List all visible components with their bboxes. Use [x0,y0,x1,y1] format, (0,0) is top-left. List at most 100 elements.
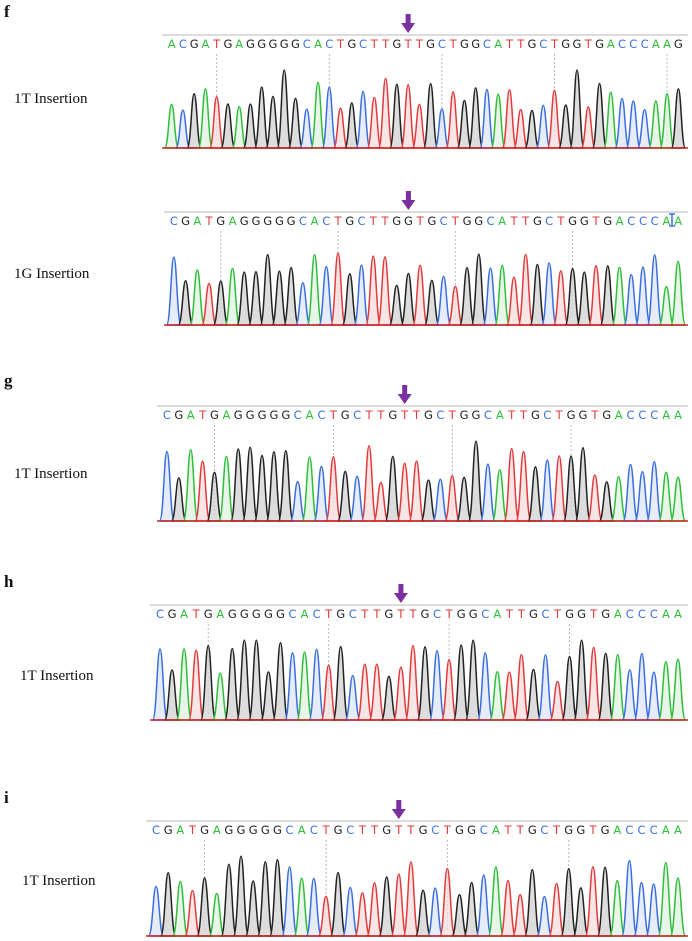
sequence-base: T [443,823,452,837]
sequence-base: G [595,37,604,51]
trace-peak [321,86,338,149]
trace-peak [170,477,187,522]
sequence-base: A [492,823,500,837]
sequence-base: A [314,37,322,51]
trace-peak [182,449,199,522]
sequence-base: G [601,607,610,621]
trace-peak [614,97,630,149]
trace-peak [489,670,506,721]
trace-peak [658,285,675,326]
insertion-arrow-shaft [396,800,402,810]
sequence-base: G [168,607,177,621]
sequence-base: G [528,37,537,51]
trace-peak [400,83,416,149]
trace-peak [503,447,520,522]
trace-peak [402,861,420,937]
trace-peak [341,886,359,937]
trace-peak [591,82,608,149]
trace-peak [384,455,401,522]
sequence-base: G [602,408,611,422]
panel-letter-f: f [4,2,10,21]
sequence-base: C [650,823,658,837]
trace-peak [546,89,563,149]
trace-peak [420,479,437,522]
sequence-base: G [529,607,538,621]
sequence-base: G [204,607,213,621]
sequence-base: T [449,37,458,51]
sequence-base: G [263,214,272,228]
sequence-base: C [357,214,365,228]
trace-peak [354,892,371,937]
trace-peak [376,256,393,326]
trace-peak [368,663,386,721]
panel-i-label: 1T Insertion [22,873,96,889]
sequence-base: G [564,823,573,837]
sequence-base: C [353,408,361,422]
trace-peak [598,481,615,522]
sequence-base: C [163,408,171,422]
trace-peak [623,273,640,326]
sequence-base: T [415,37,424,51]
sequence-base: G [174,408,183,422]
trace-peak [224,267,241,326]
sequence-base: G [181,214,190,228]
trace-peak [372,481,390,522]
sequence-base: G [237,823,246,837]
sequence-base: A [494,37,502,51]
sequence-base: T [590,408,599,422]
sequence-base: C [431,823,439,837]
sequence-base: A [498,214,506,228]
trace-peak [189,269,206,326]
trace-peak [271,270,288,326]
sequence-base: T [550,37,559,51]
trace-peak [184,889,201,937]
sequence-base: C [541,607,549,621]
sequence-base: C [152,823,160,837]
sequence-base: T [507,408,516,422]
trace-peak [236,639,253,721]
trace-peak [283,266,300,326]
trace-peak [318,265,335,326]
sequence-base: G [257,37,266,51]
sequence-base: C [310,823,318,837]
trace-peak [646,254,663,326]
text-cursor-icon [669,213,675,227]
sequence-base: T [448,408,457,422]
trace-peak [423,279,440,326]
sequence-base: C [626,408,634,422]
sequence-base: C [638,607,646,621]
trace-peak [669,476,687,522]
sequence-base: A [663,37,671,51]
sequence-base: T [358,823,367,837]
trace-peak [197,88,214,149]
trace-peak [208,95,225,149]
trace-peak [306,254,323,326]
sequence-base: A [662,607,670,621]
trace-peak [329,871,347,937]
trace-peak [344,674,361,721]
sequence-base: T [505,37,514,51]
sequence-base: G [384,607,393,621]
trace-peak [636,109,653,149]
sequence-base: G [200,823,209,837]
sequence-base: C [483,37,491,51]
trace-peak [299,108,315,149]
sequence-base: T [364,408,373,422]
trace-peak [603,91,619,149]
insertion-arrow-icon [393,593,408,603]
trace-peak [451,893,468,937]
sequence-base: G [210,408,219,422]
trace-peak [325,455,342,522]
trace-peak [657,660,675,721]
sequence-base: T [381,37,390,51]
sequence-base: G [341,408,350,422]
sequence-base: C [543,408,551,422]
trace-peak [475,874,493,937]
trace-peak [608,879,626,937]
trace-peak [459,266,476,326]
trace-peak [260,671,277,721]
sequence-base: A [213,823,221,837]
